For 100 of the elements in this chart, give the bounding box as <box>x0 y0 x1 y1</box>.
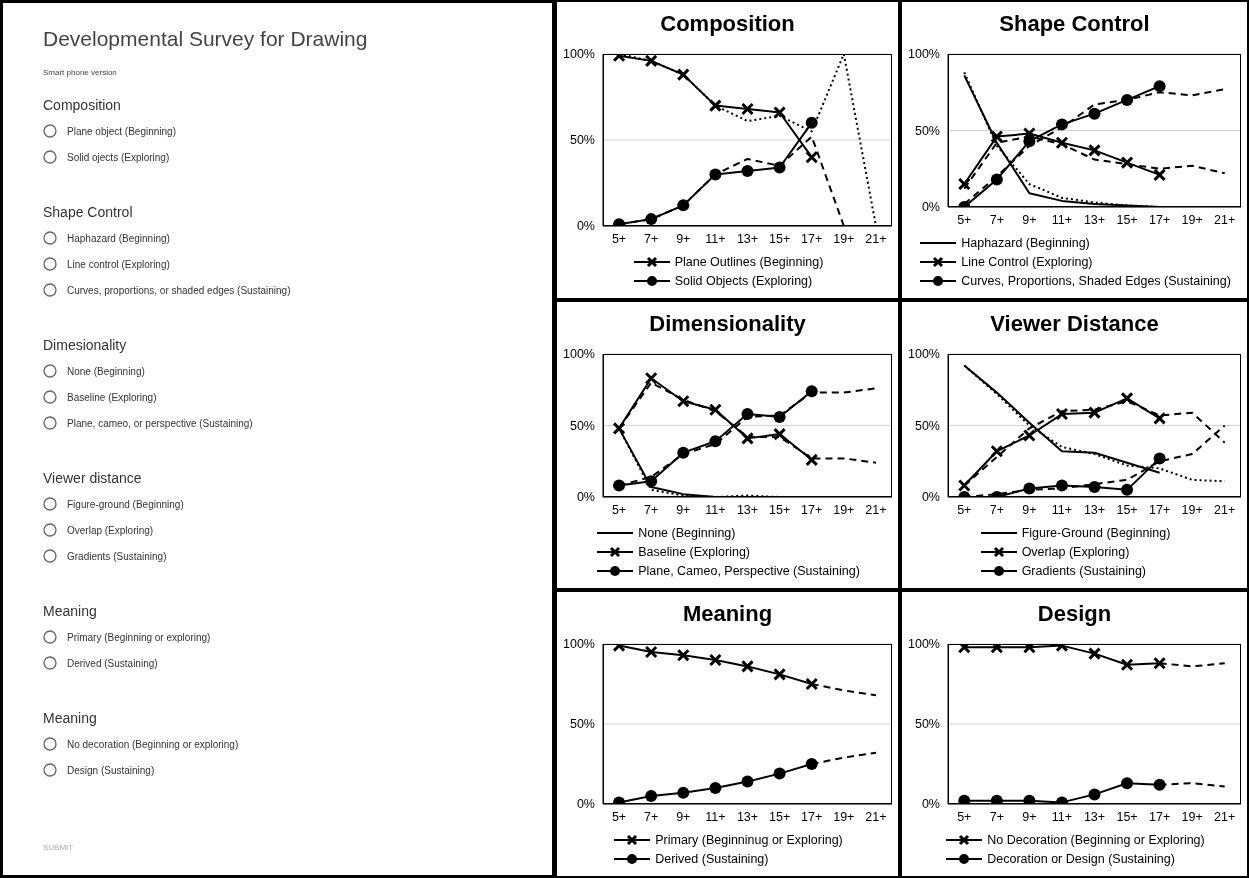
x-tick-label: 11+ <box>705 231 726 246</box>
legend-label: Decoration or Design (Sustaining) <box>987 851 1175 866</box>
y-tick-label: 100% <box>908 347 940 362</box>
x-tick-label: 11+ <box>1051 212 1073 227</box>
x-tick-label: 7+ <box>989 502 1004 517</box>
x-tick-label: 7+ <box>644 502 659 517</box>
x-tick-label: 17+ <box>801 502 823 517</box>
text: Plane object (Beginning) <box>67 125 176 137</box>
y-tick-label: 0% <box>921 797 940 812</box>
y-tick-label: 0% <box>576 219 595 234</box>
text: Smart phone version <box>43 68 117 77</box>
chart-title: Shape Control <box>998 10 1151 38</box>
text: Meaning <box>43 710 97 726</box>
x-tick-label: 5+ <box>957 502 972 517</box>
x-tick-label: 5+ <box>957 212 972 227</box>
y-tick-label: 100% <box>563 347 595 362</box>
chart-title: Composition <box>659 10 796 38</box>
legend-label: Line Control (Exploring) <box>961 254 1093 269</box>
legend-label: Primary (Beginninug or Exploring) <box>655 832 843 847</box>
chart-title: Meaning <box>681 600 774 628</box>
x-tick-label: 13+ <box>1083 809 1106 824</box>
x-tick-label: 17+ <box>801 809 823 824</box>
x-tick-label: 7+ <box>989 212 1004 227</box>
x-tick-label: 15+ <box>1116 502 1138 517</box>
x-tick-label: 5+ <box>611 502 627 517</box>
x-tick-label: 19+ <box>1181 502 1203 517</box>
x-tick-label: 19+ <box>833 809 855 824</box>
text: Figure-ground (Beginning) <box>67 498 184 510</box>
y-tick-label: 0% <box>576 797 595 812</box>
x-tick-label: 11+ <box>705 502 726 517</box>
text: Developmental Survey for Drawing <box>43 27 368 51</box>
x-tick-label: 15+ <box>1116 212 1138 227</box>
legend-label: Figure-Ground (Beginning) <box>1021 525 1171 540</box>
y-tick-label: 100% <box>563 47 595 62</box>
x-tick-label: 13+ <box>1083 502 1106 517</box>
y-tick-label: 100% <box>908 637 940 652</box>
x-tick-label: 17+ <box>1149 212 1171 227</box>
x-tick-label: 21+ <box>865 809 887 824</box>
y-tick-label: 0% <box>921 490 940 505</box>
x-tick-label: 15+ <box>769 809 791 824</box>
y-tick-label: 50% <box>914 717 940 732</box>
text: Plane, cameo, or perspective (Sustaining) <box>67 417 253 429</box>
x-tick-label: 15+ <box>769 231 791 246</box>
x-tick-label: 17+ <box>1149 502 1171 517</box>
x-tick-label: 9+ <box>676 809 691 824</box>
x-tick-label: 19+ <box>833 231 855 246</box>
x-tick-label: 19+ <box>833 502 855 517</box>
text: Meaning <box>43 603 97 619</box>
x-tick-label: 9+ <box>676 502 691 517</box>
y-tick-label: 50% <box>569 717 595 732</box>
text: None (Beginning) <box>67 365 145 377</box>
x-tick-label: 11+ <box>1051 809 1073 824</box>
text: Haphazard (Beginning) <box>67 232 170 244</box>
legend-label: None (Beginning) <box>638 525 736 540</box>
text: Design (Sustaining) <box>67 764 155 776</box>
y-tick-label: 50% <box>914 123 940 138</box>
legend-label: No Decoration (Beginning or Exploring) <box>987 832 1205 847</box>
x-tick-label: 13+ <box>736 809 759 824</box>
x-tick-label: 9+ <box>1022 502 1037 517</box>
x-tick-label: 9+ <box>1022 212 1037 227</box>
y-tick-label: 0% <box>921 200 940 215</box>
legend-label: Plane, Cameo, Perspective (Sustaining) <box>638 563 860 578</box>
x-tick-label: 15+ <box>769 502 791 517</box>
x-tick-label: 5+ <box>957 809 972 824</box>
legend-label: Gradients (Sustaining) <box>1021 563 1147 578</box>
text: Dimesionality <box>43 337 127 353</box>
x-tick-label: 21+ <box>1214 809 1236 824</box>
text: Curves, proportions, or shaded edges (Sustaining) <box>67 284 291 296</box>
legend-label: Plane Outlines (Beginning) <box>674 254 824 269</box>
x-tick-label: 19+ <box>1181 809 1203 824</box>
legend-label: Curves, Proportions, Shaded Edges (Sustaining) <box>961 273 1231 288</box>
x-tick-label: 9+ <box>1022 809 1037 824</box>
x-tick-label: 7+ <box>644 809 659 824</box>
text: Baseline (Exploring) <box>67 391 157 403</box>
text: Overlap (Exploring) <box>67 524 154 536</box>
legend-label: Derived (Sustaining) <box>655 851 769 866</box>
x-tick-label: 5+ <box>611 809 627 824</box>
x-tick-label: 13+ <box>736 502 759 517</box>
chart-title: Design <box>1036 600 1113 628</box>
x-tick-label: 17+ <box>1149 809 1171 824</box>
text: Solid ojects (Exploring) <box>67 151 170 163</box>
x-tick-label: 21+ <box>865 231 887 246</box>
text: Composition <box>43 97 121 113</box>
text: SUBMIT <box>43 843 74 852</box>
y-tick-label: 50% <box>569 418 595 433</box>
legend-label: Solid Objects (Exploring) <box>674 273 813 288</box>
x-tick-label: 15+ <box>1116 809 1138 824</box>
y-tick-label: 50% <box>569 133 595 148</box>
text: Viewer distance <box>43 470 142 486</box>
x-tick-label: 7+ <box>989 809 1004 824</box>
legend-label: Haphazard (Beginning) <box>961 235 1090 250</box>
y-tick-label: 100% <box>563 637 595 652</box>
x-tick-label: 21+ <box>865 502 887 517</box>
legend-label: Overlap (Exploring) <box>1021 544 1130 559</box>
x-tick-label: 17+ <box>801 231 823 246</box>
text: Line control (Exploring) <box>67 258 170 270</box>
y-tick-label: 100% <box>908 47 940 62</box>
text: No decoration (Beginning or exploring) <box>67 738 239 750</box>
x-tick-label: 21+ <box>1214 212 1236 227</box>
legend-label: Baseline (Exploring) <box>638 544 751 559</box>
